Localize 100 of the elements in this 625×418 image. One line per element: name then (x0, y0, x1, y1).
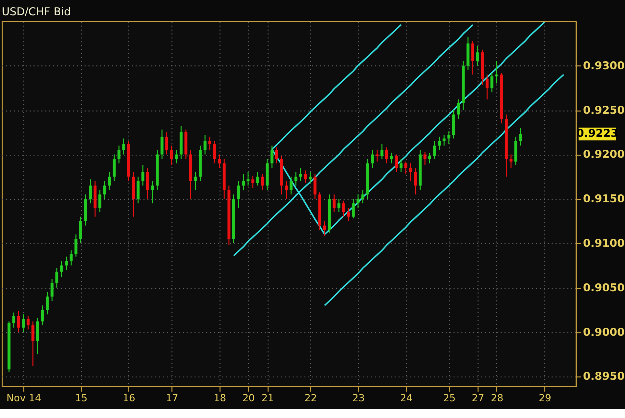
candlestick (218, 154, 222, 169)
candlestick (65, 256, 68, 271)
x-tick-label: 27 (472, 394, 485, 405)
y-tick-label: 0.8950 (583, 370, 625, 384)
chart-title: USD/CHF Bid (2, 6, 72, 19)
candlestick (103, 180, 106, 200)
candlestick (428, 152, 432, 164)
x-tick-label: 20 (242, 394, 256, 405)
candlestick (514, 136, 518, 166)
candlestick (519, 128, 522, 146)
candlestick (108, 172, 112, 191)
candlestick (151, 180, 154, 204)
candlestick (56, 268, 59, 288)
candlestick (175, 150, 178, 164)
candlestick (276, 147, 278, 164)
y-tick-label: 0.9200 (583, 148, 625, 162)
candlestick (400, 158, 403, 173)
candlestick (442, 134, 446, 146)
candlestick (304, 170, 308, 184)
candlestick (486, 74, 489, 100)
candlestick (132, 172, 136, 218)
candlestick (438, 136, 442, 151)
candlestick (472, 40, 474, 76)
candlestick (146, 168, 150, 200)
candlestick (342, 200, 346, 218)
candlestick (424, 152, 427, 166)
x-tick-label: 25 (443, 394, 456, 405)
x-tick-label: 22 (304, 394, 318, 405)
candlestick (452, 110, 456, 140)
x-tick-label: 21 (262, 394, 274, 405)
x-tick-label: 23 (352, 394, 366, 405)
candlestick (70, 250, 73, 266)
candlestick (380, 144, 384, 160)
candlestick (166, 132, 169, 156)
y-tick-label: 0.9100 (583, 236, 625, 250)
candlestick (476, 46, 480, 66)
x-tick-label: 18 (214, 394, 226, 405)
candlestick (448, 131, 451, 145)
candlestick (256, 172, 260, 186)
x-tick-label: 28 (491, 394, 504, 405)
candlestick (308, 172, 312, 184)
candlestick (194, 172, 198, 191)
candlestick (180, 126, 183, 160)
candlestick (50, 278, 54, 302)
candlestick (184, 129, 188, 160)
line-series (233, 24, 474, 257)
candlestick (12, 312, 16, 328)
candlestick (457, 99, 460, 120)
candlestick (490, 72, 494, 94)
candlestick (285, 180, 288, 200)
candlestick (98, 190, 102, 213)
candlestick (242, 174, 246, 191)
x-tick-label: 16 (123, 394, 136, 405)
candlestick (142, 164, 145, 186)
x-tick-label: 15 (75, 394, 88, 405)
candlestick (89, 179, 92, 204)
candlestick (204, 134, 207, 156)
candlestick (270, 145, 274, 169)
candlestick (338, 198, 341, 213)
candlestick (409, 163, 412, 182)
candlestick (376, 150, 379, 162)
candlestick (46, 292, 49, 316)
candlestick (170, 145, 174, 166)
candlestick (266, 158, 269, 191)
candlestick (290, 176, 293, 196)
candlestick (404, 161, 408, 175)
candlestick (385, 147, 388, 164)
candlestick (136, 176, 140, 204)
candlestick (252, 176, 255, 189)
x-tick-label: Nov 14 (6, 394, 42, 405)
candlestick (299, 168, 302, 182)
candlestick (323, 220, 326, 237)
candlestick (510, 154, 513, 169)
candlestick (246, 172, 250, 186)
x-tick-label: 24 (400, 394, 413, 405)
candlestick (294, 172, 298, 186)
y-tick-label: 0.9150 (583, 192, 625, 206)
y-tick-label: 0.9000 (583, 326, 625, 339)
candlestick (208, 136, 212, 151)
candlestick (213, 140, 216, 164)
candlestick (414, 168, 418, 196)
candlestick (261, 174, 264, 191)
y-tick-label: 0.9300 (583, 59, 625, 72)
candlestick (112, 154, 116, 182)
candlestick (60, 260, 64, 278)
candlestick (80, 216, 82, 244)
candlestick (371, 150, 374, 169)
x-tick-label: 17 (166, 394, 179, 405)
candlestick (22, 314, 26, 333)
candlestick (32, 321, 35, 367)
candlestick (74, 234, 78, 258)
candlestick (347, 208, 350, 222)
candlestick (352, 198, 355, 220)
y-tick-label: 0.9250 (583, 104, 625, 117)
candlestick (94, 180, 97, 218)
candlestick (362, 190, 365, 204)
line-series (324, 74, 565, 306)
candlestick (395, 154, 398, 173)
candlestick (122, 138, 126, 156)
candlestick (17, 310, 20, 333)
